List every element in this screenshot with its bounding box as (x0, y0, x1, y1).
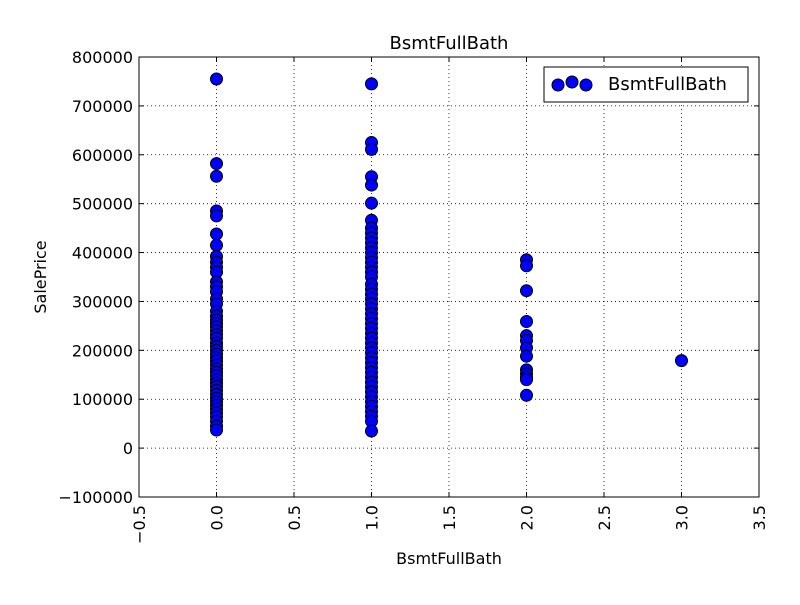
x-tick-label: 3.0 (673, 505, 692, 530)
data-point (365, 142, 378, 156)
legend: BsmtFullBath (543, 66, 749, 103)
data-point (520, 349, 533, 363)
data-point (520, 284, 533, 298)
data-point (210, 238, 223, 252)
legend-marker (565, 75, 579, 89)
x-axis-title: BsmtFullBath (396, 549, 502, 568)
x-tick-label: 0.5 (285, 505, 304, 530)
y-tick-label: 0 (123, 439, 133, 458)
y-tick-label: 200000 (72, 341, 133, 360)
data-point (520, 259, 533, 273)
data-point (365, 424, 378, 438)
x-tick-label: 2.5 (595, 505, 614, 530)
y-tick-label: 100000 (72, 390, 133, 409)
data-point (210, 157, 223, 171)
y-tick-label: 300000 (72, 292, 133, 311)
data-point (365, 77, 378, 91)
legend-marker (551, 78, 565, 92)
y-tick-label: 700000 (72, 97, 133, 116)
data-point (675, 354, 688, 368)
data-points (210, 72, 688, 438)
data-point (520, 373, 533, 387)
legend-marker (579, 78, 593, 92)
y-tick-label: 600000 (72, 146, 133, 165)
legend-label: BsmtFullBath (608, 74, 727, 95)
y-tick-label: −100000 (59, 488, 133, 507)
x-tick-label: 3.5 (750, 505, 769, 530)
data-point (210, 72, 223, 86)
chart-title: BsmtFullBath (390, 33, 509, 54)
data-point (210, 423, 223, 437)
data-point (365, 196, 378, 210)
axis-ticks: −0.5 0.0 0.5 1.0 1.5 2.0 2.5 3.0 3.5 −100000 0 1000… (59, 48, 769, 544)
data-point (210, 227, 223, 241)
data-point (520, 388, 533, 402)
y-tick-label: 500000 (72, 195, 133, 214)
data-point (365, 178, 378, 192)
data-point (520, 314, 533, 328)
data-point (210, 209, 223, 223)
x-tick-label: 0.0 (208, 505, 227, 530)
x-tick-label: 1.5 (440, 505, 459, 530)
y-tick-label: 800000 (72, 48, 133, 67)
data-point (210, 169, 223, 183)
x-tick-label: −0.5 (130, 505, 149, 544)
y-tick-label: 400000 (72, 244, 133, 263)
x-tick-label: 2.0 (518, 505, 537, 530)
x-tick-label: 1.0 (363, 505, 382, 530)
y-axis-title: SalePrice (31, 240, 50, 313)
